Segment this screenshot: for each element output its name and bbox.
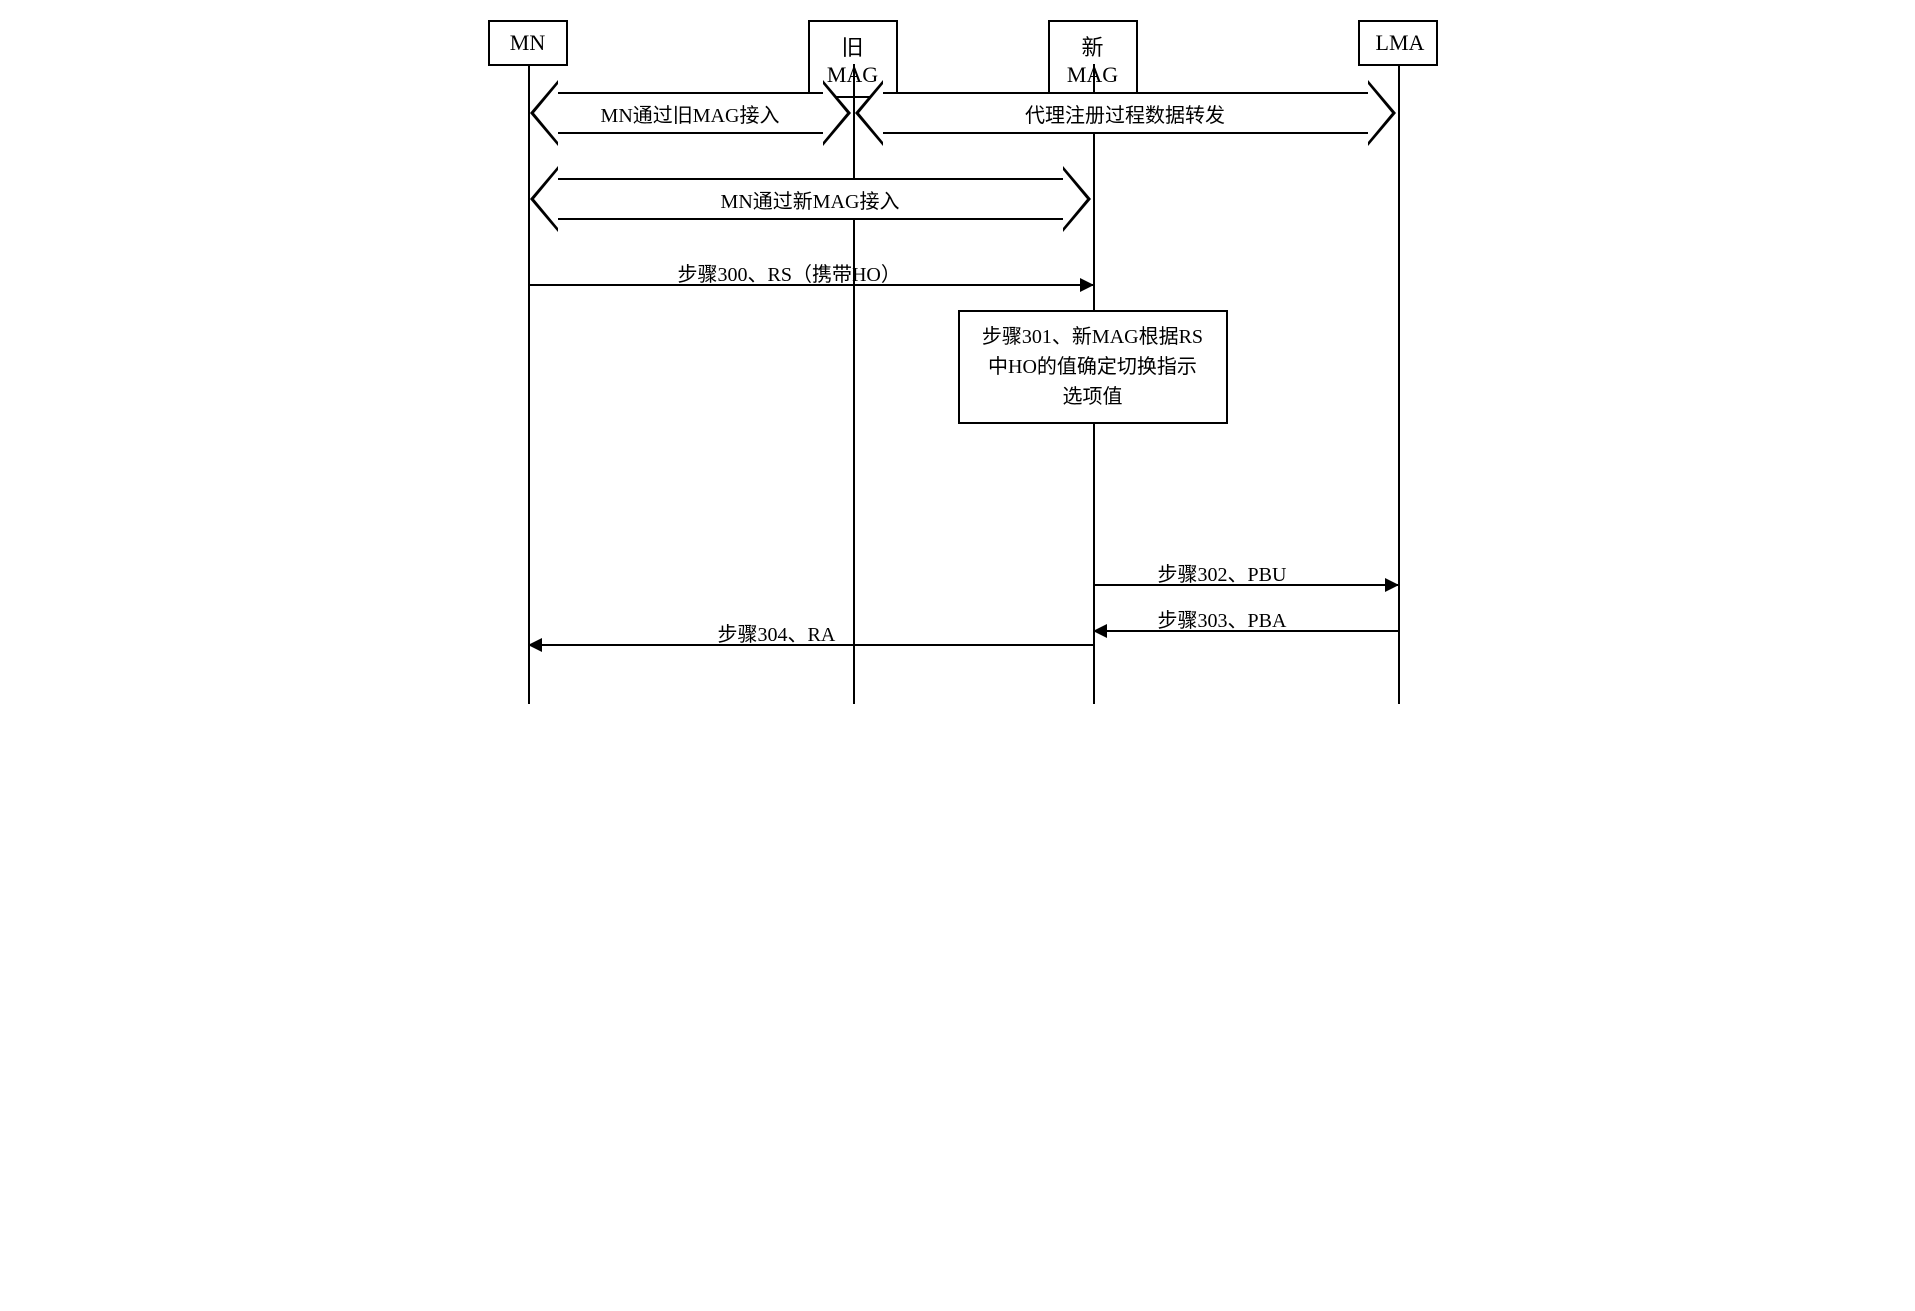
arrow-head-left-icon	[855, 80, 883, 146]
block-arrow-body: MN通过旧MAG接入	[558, 92, 823, 134]
msg-pbu-label: 步骤302、PBU	[1158, 558, 1287, 587]
lifeline-lma	[1398, 64, 1400, 704]
arrow-tip-left-icon	[1093, 624, 1107, 638]
arrow-head-right-icon	[1063, 166, 1091, 232]
arrow-tip-right-icon	[1080, 278, 1094, 292]
lifeline-mn	[528, 64, 530, 704]
process-box-line1: 步骤301、新MAG根据RS	[974, 322, 1212, 352]
msg-pba-line	[1093, 630, 1398, 632]
arrow-head-right-icon	[1368, 80, 1396, 146]
arrow-head-right-icon	[823, 80, 851, 146]
actor-lma: LMA	[1358, 20, 1438, 66]
arrow-head-left-icon	[530, 80, 558, 146]
sequence-diagram: MN 旧MAG 新MAG LMA MN通过旧MAG接入 代理注册过程数据转发 M…	[458, 20, 1458, 720]
msg-pbu-line	[1093, 584, 1398, 586]
msg-rs-label: 步骤300、RS（携带HO）	[678, 258, 901, 287]
block-arrow-label: 代理注册过程数据转发	[1025, 99, 1225, 128]
arrow-tip-left-icon	[528, 638, 542, 652]
actor-lma-label: LMA	[1376, 30, 1425, 55]
block-arrow-body: 代理注册过程数据转发	[883, 92, 1368, 134]
block-arrow-body: MN通过新MAG接入	[558, 178, 1063, 220]
actor-mn-label: MN	[510, 30, 545, 55]
arrow-tip-right-icon	[1385, 578, 1399, 592]
lifeline-old-mag	[853, 64, 855, 704]
msg-ra-label: 步骤304、RA	[718, 618, 836, 647]
actor-mn: MN	[488, 20, 568, 66]
process-box-step301: 步骤301、新MAG根据RS 中HO的值确定切换指示 选项值	[958, 310, 1228, 424]
msg-rs-line	[528, 284, 1093, 286]
msg-ra-line	[528, 644, 1093, 646]
block-arrow-label: MN通过旧MAG接入	[601, 99, 780, 128]
block-arrow-label: MN通过新MAG接入	[721, 185, 900, 214]
process-box-line2: 中HO的值确定切换指示	[974, 352, 1212, 382]
msg-pba-label: 步骤303、PBA	[1158, 604, 1287, 633]
process-box-line3: 选项值	[974, 382, 1212, 412]
arrow-head-left-icon	[530, 166, 558, 232]
